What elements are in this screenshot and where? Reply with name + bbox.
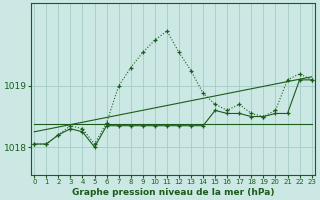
X-axis label: Graphe pression niveau de la mer (hPa): Graphe pression niveau de la mer (hPa) <box>72 188 274 197</box>
